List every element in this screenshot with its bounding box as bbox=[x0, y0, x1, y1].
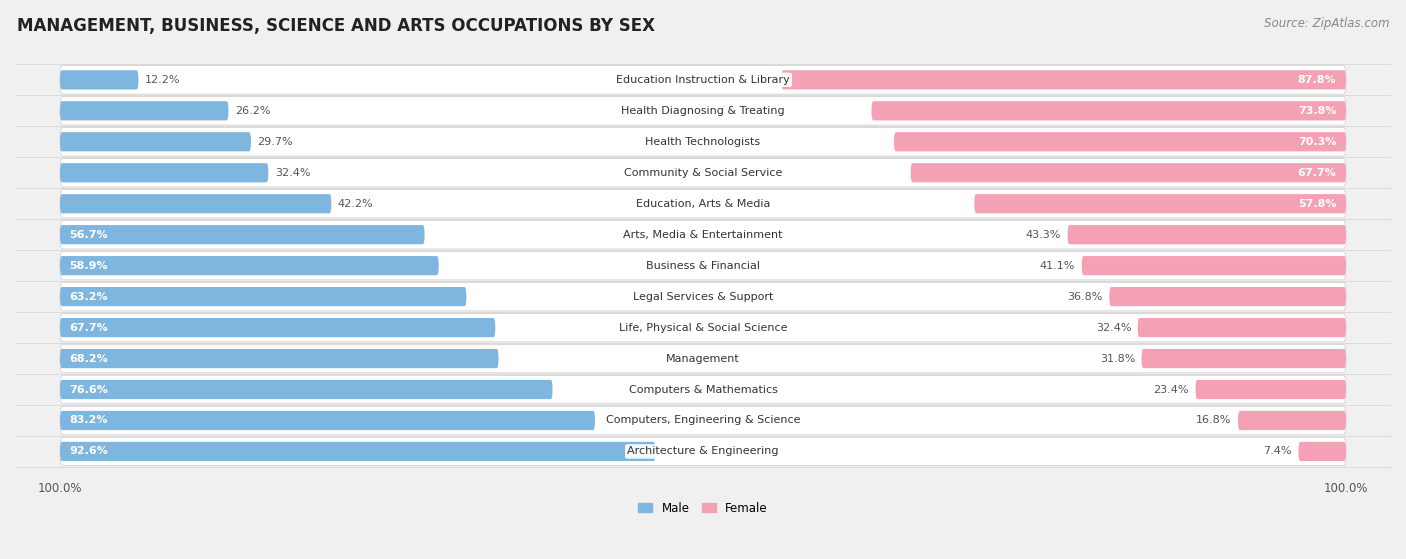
FancyBboxPatch shape bbox=[1142, 349, 1346, 368]
Text: Computers, Engineering & Science: Computers, Engineering & Science bbox=[606, 415, 800, 425]
Legend: Male, Female: Male, Female bbox=[634, 497, 772, 519]
Text: 12.2%: 12.2% bbox=[145, 75, 180, 85]
FancyBboxPatch shape bbox=[60, 190, 1346, 218]
FancyBboxPatch shape bbox=[1237, 411, 1346, 430]
Text: Business & Financial: Business & Financial bbox=[645, 260, 761, 271]
Text: 57.8%: 57.8% bbox=[1298, 198, 1336, 209]
Text: 67.7%: 67.7% bbox=[70, 323, 108, 333]
Text: Community & Social Service: Community & Social Service bbox=[624, 168, 782, 178]
FancyBboxPatch shape bbox=[60, 282, 1346, 311]
FancyBboxPatch shape bbox=[60, 97, 1346, 125]
FancyBboxPatch shape bbox=[974, 194, 1346, 214]
FancyBboxPatch shape bbox=[782, 70, 1346, 89]
Text: 43.3%: 43.3% bbox=[1026, 230, 1062, 240]
FancyBboxPatch shape bbox=[1067, 225, 1346, 244]
Text: Architecture & Engineering: Architecture & Engineering bbox=[627, 447, 779, 457]
Text: Source: ZipAtlas.com: Source: ZipAtlas.com bbox=[1264, 17, 1389, 30]
FancyBboxPatch shape bbox=[1298, 442, 1346, 461]
FancyBboxPatch shape bbox=[60, 442, 655, 461]
FancyBboxPatch shape bbox=[60, 375, 1346, 404]
Text: 70.3%: 70.3% bbox=[1298, 137, 1336, 147]
FancyBboxPatch shape bbox=[60, 287, 467, 306]
Text: 76.6%: 76.6% bbox=[70, 385, 108, 395]
Text: 16.8%: 16.8% bbox=[1197, 415, 1232, 425]
Text: 41.1%: 41.1% bbox=[1040, 260, 1076, 271]
Text: 58.9%: 58.9% bbox=[70, 260, 108, 271]
FancyBboxPatch shape bbox=[60, 380, 553, 399]
Text: Legal Services & Support: Legal Services & Support bbox=[633, 292, 773, 302]
FancyBboxPatch shape bbox=[60, 70, 138, 89]
FancyBboxPatch shape bbox=[60, 127, 1346, 156]
Text: 32.4%: 32.4% bbox=[274, 168, 311, 178]
FancyBboxPatch shape bbox=[60, 314, 1346, 342]
FancyBboxPatch shape bbox=[60, 159, 1346, 187]
Text: 63.2%: 63.2% bbox=[70, 292, 108, 302]
Text: 42.2%: 42.2% bbox=[337, 198, 374, 209]
FancyBboxPatch shape bbox=[60, 65, 1346, 94]
Text: 23.4%: 23.4% bbox=[1153, 385, 1189, 395]
FancyBboxPatch shape bbox=[60, 101, 228, 120]
Text: Life, Physical & Social Science: Life, Physical & Social Science bbox=[619, 323, 787, 333]
Text: Computers & Mathematics: Computers & Mathematics bbox=[628, 385, 778, 395]
FancyBboxPatch shape bbox=[60, 344, 1346, 373]
Text: 92.6%: 92.6% bbox=[70, 447, 108, 457]
Text: Education Instruction & Library: Education Instruction & Library bbox=[616, 75, 790, 85]
FancyBboxPatch shape bbox=[60, 411, 595, 430]
Text: Management: Management bbox=[666, 353, 740, 363]
Text: Health Technologists: Health Technologists bbox=[645, 137, 761, 147]
FancyBboxPatch shape bbox=[60, 252, 1346, 280]
FancyBboxPatch shape bbox=[60, 225, 425, 244]
Text: 36.8%: 36.8% bbox=[1067, 292, 1102, 302]
FancyBboxPatch shape bbox=[1109, 287, 1346, 306]
FancyBboxPatch shape bbox=[872, 101, 1346, 120]
Text: Arts, Media & Entertainment: Arts, Media & Entertainment bbox=[623, 230, 783, 240]
Text: 87.8%: 87.8% bbox=[1298, 75, 1336, 85]
FancyBboxPatch shape bbox=[894, 132, 1346, 151]
Text: 56.7%: 56.7% bbox=[70, 230, 108, 240]
FancyBboxPatch shape bbox=[60, 220, 1346, 249]
FancyBboxPatch shape bbox=[60, 194, 332, 214]
FancyBboxPatch shape bbox=[60, 163, 269, 182]
FancyBboxPatch shape bbox=[1081, 256, 1346, 275]
FancyBboxPatch shape bbox=[1137, 318, 1346, 337]
Text: Health Diagnosing & Treating: Health Diagnosing & Treating bbox=[621, 106, 785, 116]
Text: MANAGEMENT, BUSINESS, SCIENCE AND ARTS OCCUPATIONS BY SEX: MANAGEMENT, BUSINESS, SCIENCE AND ARTS O… bbox=[17, 17, 655, 35]
FancyBboxPatch shape bbox=[60, 437, 1346, 466]
FancyBboxPatch shape bbox=[60, 318, 495, 337]
FancyBboxPatch shape bbox=[60, 132, 252, 151]
FancyBboxPatch shape bbox=[60, 256, 439, 275]
Text: Education, Arts & Media: Education, Arts & Media bbox=[636, 198, 770, 209]
Text: 26.2%: 26.2% bbox=[235, 106, 270, 116]
FancyBboxPatch shape bbox=[60, 349, 499, 368]
FancyBboxPatch shape bbox=[911, 163, 1346, 182]
Text: 83.2%: 83.2% bbox=[70, 415, 108, 425]
Text: 68.2%: 68.2% bbox=[70, 353, 108, 363]
Text: 67.7%: 67.7% bbox=[1298, 168, 1336, 178]
Text: 73.8%: 73.8% bbox=[1298, 106, 1336, 116]
FancyBboxPatch shape bbox=[1195, 380, 1346, 399]
Text: 31.8%: 31.8% bbox=[1099, 353, 1135, 363]
Text: 7.4%: 7.4% bbox=[1264, 447, 1292, 457]
FancyBboxPatch shape bbox=[60, 406, 1346, 435]
Text: 29.7%: 29.7% bbox=[257, 137, 292, 147]
Text: 32.4%: 32.4% bbox=[1095, 323, 1132, 333]
